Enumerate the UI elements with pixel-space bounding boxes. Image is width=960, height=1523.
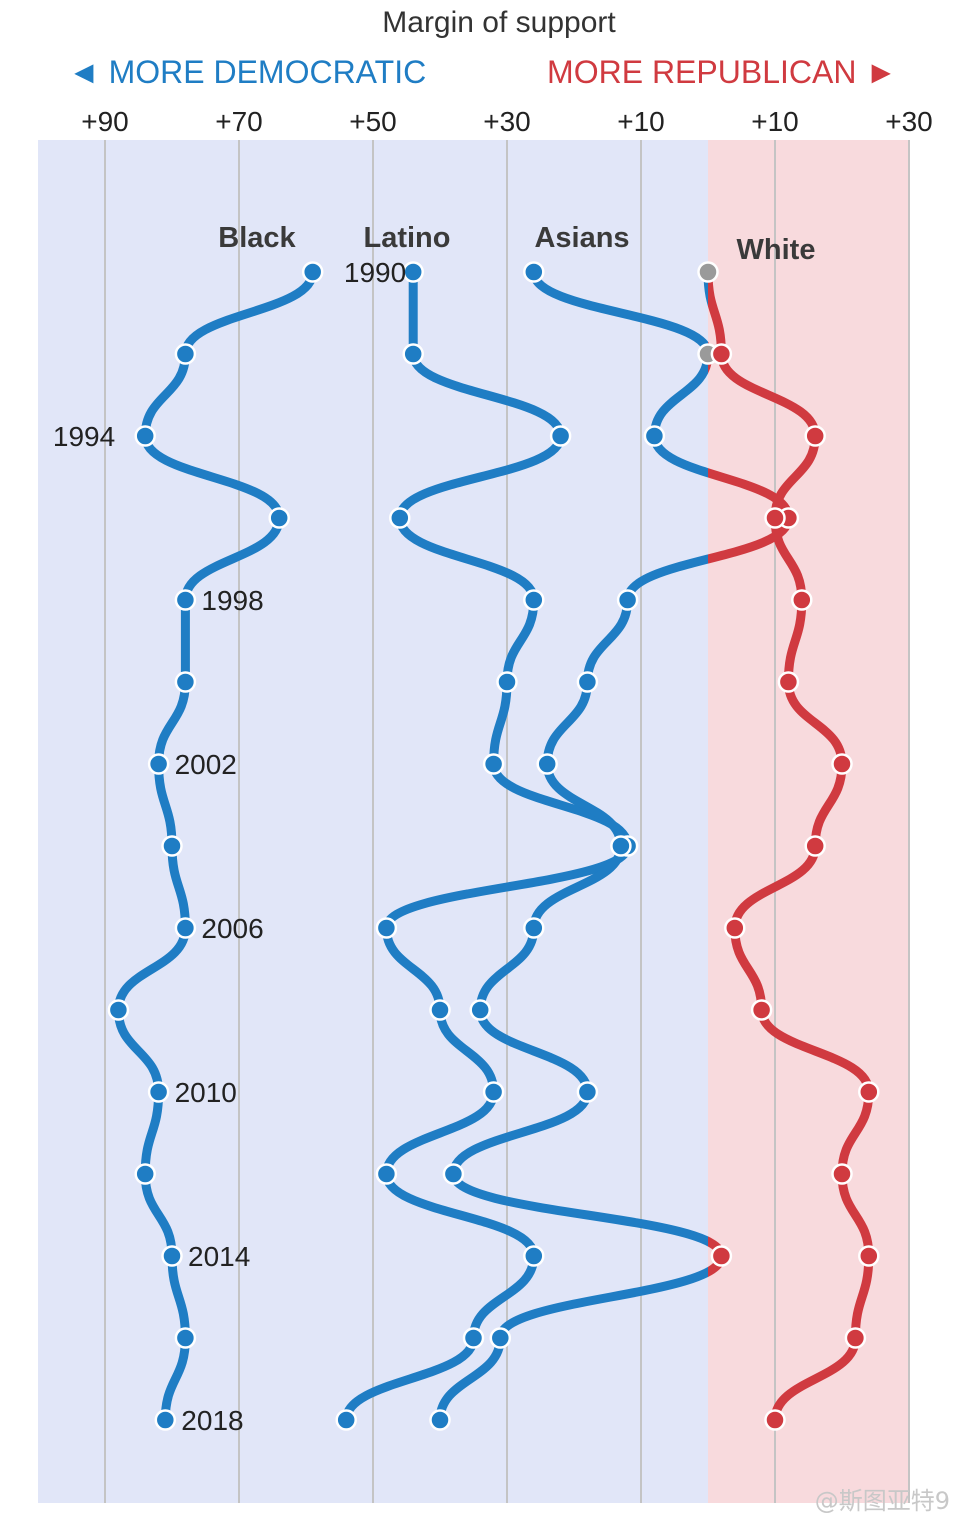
point-latino-1994: [549, 425, 572, 447]
point-latino-2002: [482, 753, 505, 775]
point-black-1994: [134, 425, 156, 447]
series-label-latino: Latino: [364, 222, 451, 254]
point-white-2006: [724, 917, 746, 939]
point-black-2006: [174, 917, 197, 939]
point-latino-2014: [523, 1245, 545, 1267]
point-latino-2000: [496, 671, 518, 693]
point-asians-2000: [576, 671, 599, 693]
gridlines: [104, 140, 910, 1503]
year-label-2002: 2002: [175, 749, 237, 780]
year-label-1990: 1990: [344, 257, 406, 288]
point-latino-2010: [482, 1081, 505, 1103]
year-label-1994: 1994: [53, 421, 115, 452]
point-black-2018: [154, 1409, 177, 1431]
series-label-white: White: [737, 234, 816, 266]
point-white-1994: [804, 425, 826, 447]
point-white-1992: [710, 343, 733, 365]
point-latino-1990: [402, 261, 424, 283]
point-latino-2012: [375, 1163, 398, 1185]
point-black-1990: [301, 261, 324, 283]
x-tick-label: +10: [751, 106, 799, 137]
point-black-2016: [174, 1327, 197, 1349]
point-latino-2018: [335, 1409, 357, 1431]
point-white-2000: [777, 671, 800, 693]
chart-title: Margin of support: [382, 6, 616, 39]
x-tick-label: +70: [215, 106, 263, 137]
point-white-2016: [844, 1327, 867, 1349]
x-tick-label: +10: [617, 106, 665, 137]
series-points: [107, 261, 880, 1431]
point-white-2012: [831, 1163, 853, 1185]
year-label-2014: 2014: [188, 1241, 250, 1272]
point-asians-2008: [469, 999, 491, 1021]
year-label-2010: 2010: [175, 1077, 237, 1108]
point-asians-2012: [442, 1163, 465, 1185]
point-asians-2014: [710, 1245, 733, 1267]
point-white-2014: [858, 1245, 880, 1267]
point-black-2002: [147, 753, 170, 775]
x-tick-label: +30: [885, 106, 933, 137]
point-black-1996: [268, 507, 290, 529]
x-tick-label: +90: [81, 106, 129, 137]
watermark: @斯图亚特9: [815, 1487, 950, 1515]
point-asians-2018: [429, 1409, 451, 1431]
point-black-2004: [161, 835, 183, 857]
point-white-2018: [764, 1409, 786, 1431]
series-label-asians: Asians: [534, 222, 629, 254]
point-black-2000: [174, 671, 197, 693]
year-label-1998: 1998: [201, 585, 263, 616]
point-asians-2006: [523, 917, 545, 939]
year-labels: 1990 1994 1998 2002 2006 2010 2014 2018: [53, 257, 406, 1436]
point-asians-2002: [536, 753, 558, 775]
point-black-1992: [174, 343, 197, 365]
x-tick-label: +30: [483, 106, 531, 137]
point-white-1998: [791, 589, 813, 611]
point-black-1998: [174, 589, 197, 611]
point-asians-1990: [523, 261, 545, 283]
point-white-1996: [764, 507, 786, 529]
year-label-2006: 2006: [201, 913, 263, 944]
point-asians-2016: [489, 1327, 512, 1349]
point-black-2008: [107, 999, 130, 1021]
point-asians-1998: [616, 589, 639, 611]
series-label-black: Black: [218, 222, 296, 254]
point-asians-2004: [610, 835, 632, 857]
point-latino-1996: [389, 507, 411, 529]
year-label-2018: 2018: [181, 1405, 243, 1436]
x-axis-ticks: +90 +70 +50 +30 +10 +10 +30: [81, 106, 933, 137]
more-democratic-label: ◄ MORE DEMOCRATIC: [68, 54, 426, 90]
point-latino-2006: [375, 917, 398, 939]
point-white-2010: [858, 1081, 880, 1103]
point-latino-2008: [429, 999, 451, 1021]
point-white-2008: [750, 999, 773, 1021]
point-white-2004: [804, 835, 826, 857]
point-latino-1998: [523, 589, 545, 611]
point-latino-2016: [462, 1327, 485, 1349]
more-republican-label: MORE REPUBLICAN ►: [547, 54, 897, 90]
point-asians-1994: [643, 425, 666, 447]
republican-background: [708, 140, 909, 1503]
series-line-asians-democratic-part: [435, 267, 708, 1425]
point-white-1990: [697, 261, 719, 283]
point-black-2010: [147, 1081, 170, 1103]
point-black-2014: [161, 1245, 183, 1267]
x-tick-label: +50: [349, 106, 397, 137]
point-black-2012: [134, 1163, 156, 1185]
point-white-2002: [831, 753, 853, 775]
point-asians-2010: [576, 1081, 599, 1103]
point-latino-1992: [402, 343, 424, 365]
